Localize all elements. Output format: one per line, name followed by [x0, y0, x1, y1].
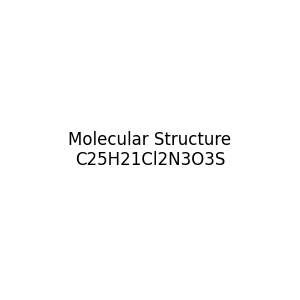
Text: Molecular Structure
C25H21Cl2N3O3S: Molecular Structure C25H21Cl2N3O3S [68, 130, 232, 170]
